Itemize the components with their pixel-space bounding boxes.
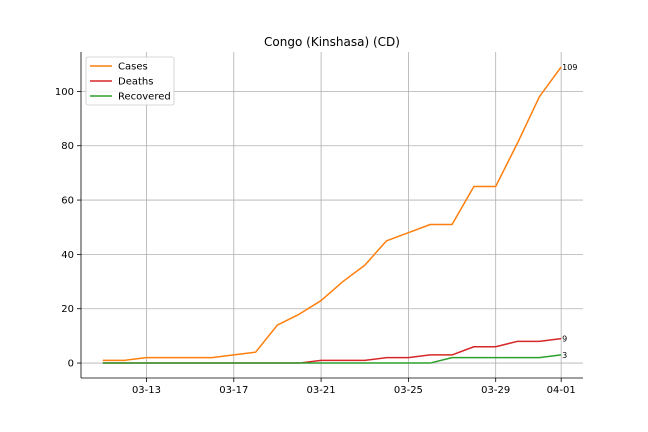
series-line-cases	[102, 66, 562, 362]
legend: Cases Deaths Recovered	[85, 56, 175, 106]
x-tick-label: 03-13	[132, 385, 161, 396]
series-line-deaths	[102, 337, 562, 364]
y-tick-label: 0	[68, 359, 74, 370]
x-tick-label: 03-29	[481, 385, 510, 396]
y-tick-label: 20	[61, 304, 74, 315]
y-tick-label: 40	[61, 250, 74, 261]
x-tick-label: 03-25	[394, 385, 423, 396]
end-label-cases: 109	[562, 63, 577, 72]
end-labels: 109 9 3	[562, 63, 577, 360]
legend-box	[85, 56, 175, 106]
chart-title: Congo (Kinshasa) (CD)	[264, 35, 400, 49]
legend-label-recovered: Recovered	[118, 92, 171, 103]
x-tick-label: 04-01	[547, 385, 576, 396]
series-lines	[102, 66, 562, 364]
y-tick-label: 80	[61, 141, 74, 152]
axes: 03-13 03-17 03-21 03-25 03-29 04-01 0 20 40 60 80 1…	[55, 52, 583, 396]
end-label-deaths: 9	[562, 335, 567, 344]
y-tick-label: 60	[61, 196, 74, 207]
y-tick-label: 100	[55, 87, 74, 98]
legend-label-cases: Cases	[118, 62, 148, 73]
legend-label-deaths: Deaths	[118, 77, 153, 88]
x-tick-label: 03-17	[219, 385, 248, 396]
x-tick-label: 03-21	[307, 385, 336, 396]
end-label-recovered: 3	[562, 351, 567, 360]
series-line-recovered	[102, 354, 562, 364]
